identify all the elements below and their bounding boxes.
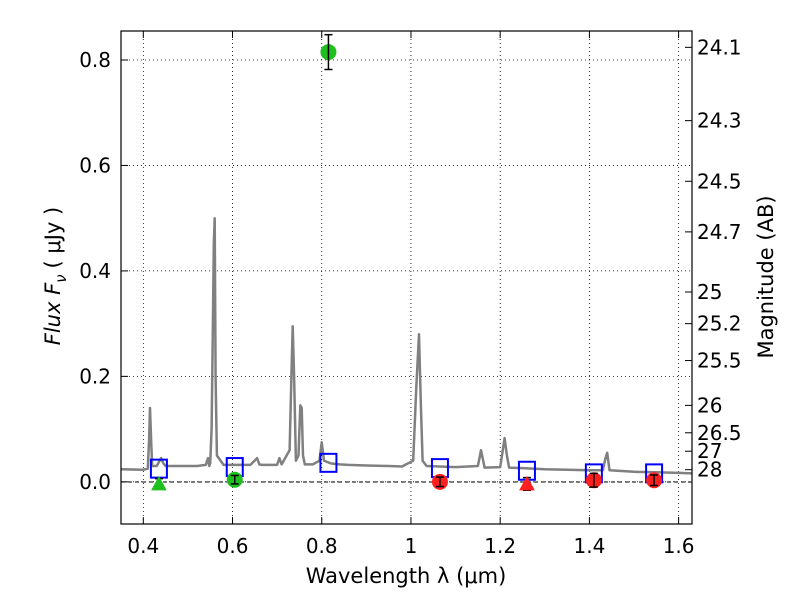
magnitude-tick-label: 24.5 — [697, 169, 742, 193]
model-flux-marker — [319, 452, 338, 473]
x-tick-label: 1 — [405, 534, 418, 558]
y-axis-label-text: Flux F — [41, 282, 65, 345]
y-tick-label: 0.0 — [79, 470, 111, 494]
y-tick-label: 0.8 — [79, 48, 111, 72]
x-tick-label: 1.6 — [663, 534, 695, 558]
y-tick-label: 0.4 — [79, 259, 111, 283]
magnitude-tick-label: 26.5 — [697, 421, 742, 445]
x-tick-label: 1.4 — [573, 534, 605, 558]
magnitude-tick-label: 25.5 — [697, 349, 742, 373]
magnitude-tick-label: 25 — [697, 280, 722, 304]
x-axis-label: Wavelength λ (μm) — [306, 564, 507, 588]
secondary-y-axis-label: Magnitude (AB) — [754, 195, 778, 358]
svg-text:Flux Fν( μJy ): Flux Fν ( μJy ) — [41, 207, 70, 346]
magnitude-tick-label: 24.7 — [697, 220, 742, 244]
grid-layer — [121, 31, 692, 524]
plot-frame — [120, 30, 693, 525]
y-axis-label: Flux Fν ( μJy ) — [41, 207, 70, 346]
spectrum-line — [120, 216, 693, 475]
magnitude-tick-label: 28 — [697, 458, 722, 482]
spectrum-layer — [120, 216, 693, 475]
y-tick-label: 0.6 — [79, 153, 111, 177]
magnitude-tick-label: 26 — [697, 393, 722, 417]
ticks-layer: 0.4 0.6 0.8 1 1.2 1.4 1.6 0.0 0.2 0.4 0.6 0.8 24.1 24… — [79, 31, 742, 558]
magnitude-tick-label: 24.1 — [697, 35, 742, 59]
x-tick-label: 1.2 — [484, 534, 516, 558]
y-axis-label-unit: ( μJy ) — [41, 207, 65, 269]
magnitude-tick-label: 25.2 — [697, 312, 742, 336]
x-tick-label: 0.4 — [127, 534, 159, 558]
magnitude-tick-label: 24.3 — [697, 109, 742, 133]
upper-limit-point — [151, 475, 167, 491]
photometry-layer — [151, 33, 663, 492]
magnitude-tick-label: 27 — [697, 439, 722, 463]
x-tick-label: 0.6 — [217, 534, 249, 558]
x-tick-label: 0.8 — [306, 534, 338, 558]
y-tick-label: 0.2 — [79, 364, 111, 388]
y-axis-label-subscript: ν — [52, 274, 70, 282]
upper-limit-point — [519, 475, 535, 491]
